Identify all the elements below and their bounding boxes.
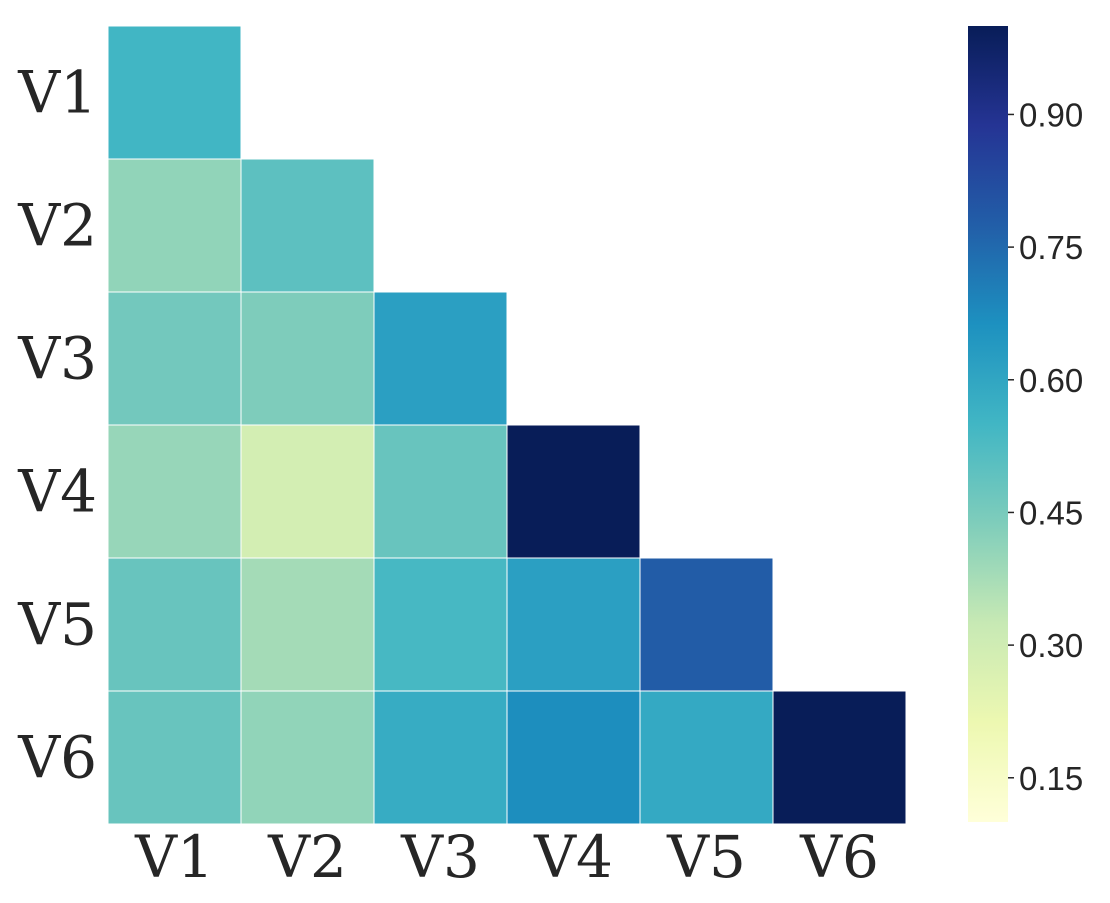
colorbar-tick-label: 0.75 (1019, 229, 1083, 266)
colorbar-gradient (968, 26, 1008, 822)
x-tick-label: V3 (400, 823, 480, 891)
heatmap-cell-v4-v3 (373, 424, 508, 559)
heatmap-cell-v5-v2 (240, 557, 375, 692)
heatmap-cell-v3-v2 (240, 291, 375, 426)
heatmap-cell-v3-v3 (373, 291, 508, 426)
heatmap-cell-v4-v4 (506, 424, 641, 559)
heatmap-cell-v6-v3 (373, 690, 508, 825)
y-tick-label: V6 (17, 724, 97, 792)
y-tick-label: V4 (17, 458, 97, 526)
heatmap-cell-v6-v5 (639, 690, 774, 825)
colorbar-tick-label: 0.15 (1019, 760, 1083, 797)
colorbar-ticks: 0.15 0.30 0.45 0.60 0.75 0.90 (1008, 96, 1083, 797)
heatmap-cell-v4-v1 (107, 424, 242, 559)
heatmap-cell-v5-v1 (107, 557, 242, 692)
x-tick-label: V5 (666, 823, 746, 891)
colorbar: 0.15 0.30 0.45 0.60 0.75 0.90 (968, 26, 1083, 822)
y-tick-label: V1 (17, 59, 97, 127)
heatmap-cell-v5-v3 (373, 557, 508, 692)
heatmap-cell-v6-v4 (506, 690, 641, 825)
x-tick-labels: V1 V2 V3 V4 V5 V6 (134, 823, 879, 891)
heatmap-cell-v2-v2 (240, 158, 375, 293)
heatmap-cell-v6-v2 (240, 690, 375, 825)
y-tick-label: V2 (17, 192, 97, 260)
y-tick-labels: V1 V2 V3 V4 V5 V6 (17, 59, 97, 792)
x-tick-label: V4 (533, 823, 613, 891)
heatmap-cell-v3-v1 (107, 291, 242, 426)
y-tick-label: V5 (17, 591, 97, 659)
heatmap-cell-v4-v2 (240, 424, 375, 559)
heatmap-cell-v5-v5 (639, 557, 774, 692)
colorbar-tick-label: 0.30 (1019, 627, 1083, 664)
heatmap-cell-v1-v1 (107, 25, 242, 160)
heatmap-cell-v2-v1 (107, 158, 242, 293)
x-tick-label: V6 (799, 823, 879, 891)
colorbar-tick-label: 0.45 (1019, 494, 1083, 531)
heatmap-cell-v6-v6 (772, 690, 907, 825)
heatmap-cell-v5-v4 (506, 557, 641, 692)
x-tick-label: V2 (267, 823, 347, 891)
colorbar-tick-label: 0.60 (1019, 362, 1083, 399)
y-tick-label: V3 (17, 325, 97, 393)
heatmap-cell-v6-v1 (107, 690, 242, 825)
x-tick-label: V1 (134, 823, 214, 891)
colorbar-tick-label: 0.90 (1019, 96, 1083, 133)
heatmap-cells (107, 25, 907, 825)
